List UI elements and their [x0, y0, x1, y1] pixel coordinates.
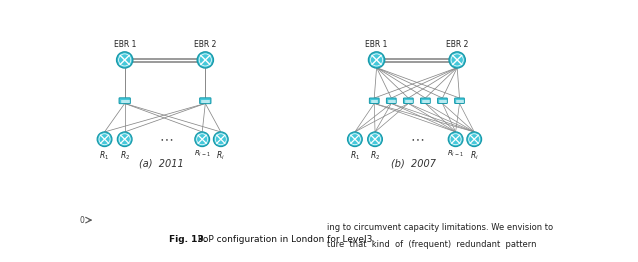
Circle shape	[467, 132, 482, 146]
FancyBboxPatch shape	[403, 98, 413, 103]
Text: EBR 1: EBR 1	[366, 40, 388, 49]
Text: EBR 1: EBR 1	[114, 40, 136, 49]
Circle shape	[117, 132, 132, 146]
Text: $R_i$: $R_i$	[470, 149, 478, 162]
FancyBboxPatch shape	[200, 98, 211, 104]
Circle shape	[449, 132, 463, 146]
Circle shape	[368, 52, 385, 68]
FancyBboxPatch shape	[438, 98, 447, 103]
Text: Fig. 13.: Fig. 13.	[169, 235, 207, 244]
Circle shape	[214, 132, 228, 146]
Circle shape	[195, 132, 209, 146]
Text: EBR 2: EBR 2	[446, 40, 468, 49]
FancyBboxPatch shape	[119, 98, 130, 104]
Circle shape	[197, 52, 214, 68]
Circle shape	[117, 52, 133, 68]
Text: $R_2$: $R_2$	[119, 149, 130, 162]
Circle shape	[348, 132, 362, 146]
Text: $R_{i-1}$: $R_{i-1}$	[194, 149, 211, 160]
Circle shape	[97, 132, 112, 146]
Text: $R_2$: $R_2$	[370, 149, 380, 162]
Text: $R_1$: $R_1$	[100, 149, 110, 162]
FancyBboxPatch shape	[369, 98, 379, 103]
FancyBboxPatch shape	[455, 98, 464, 103]
FancyBboxPatch shape	[387, 98, 396, 103]
Text: (b)  2007: (b) 2007	[390, 159, 436, 169]
Text: ture  that  kind  of  (frequent)  redundant  pattern: ture that kind of (frequent) redundant p…	[327, 241, 536, 249]
Text: ing to circumvent capacity limitations. We envision to: ing to circumvent capacity limitations. …	[327, 223, 553, 232]
Circle shape	[367, 132, 382, 146]
Text: $\cdots$: $\cdots$	[160, 131, 174, 145]
Text: (a)  2011: (a) 2011	[138, 159, 184, 169]
Text: $R_i$: $R_i$	[216, 149, 225, 162]
Text: EBR 2: EBR 2	[194, 40, 216, 49]
Text: $R_{i-1}$: $R_{i-1}$	[447, 149, 464, 160]
Circle shape	[449, 52, 465, 68]
Text: PoP configuration in London for Level3.: PoP configuration in London for Level3.	[195, 235, 375, 244]
Text: $\cdots$: $\cdots$	[410, 131, 424, 145]
FancyBboxPatch shape	[420, 98, 430, 103]
Text: $R_1$: $R_1$	[350, 149, 360, 162]
Text: 0: 0	[80, 216, 84, 225]
